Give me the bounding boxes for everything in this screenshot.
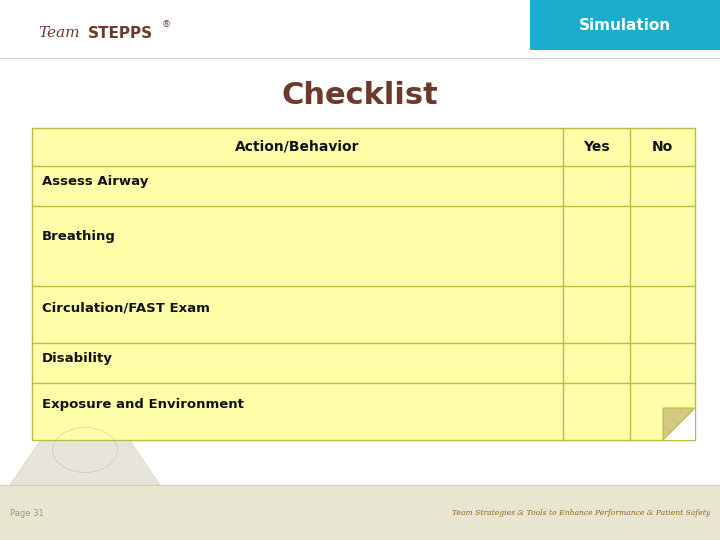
Text: Breathing: Breathing xyxy=(42,230,116,243)
Text: Exposure and Environment: Exposure and Environment xyxy=(42,398,244,411)
Text: Assess Airway: Assess Airway xyxy=(42,174,148,188)
Polygon shape xyxy=(663,408,695,440)
FancyBboxPatch shape xyxy=(530,0,720,50)
Text: Team: Team xyxy=(38,26,80,40)
Text: Team Strategies & Tools to Enhance Performance & Patient Safety: Team Strategies & Tools to Enhance Perfo… xyxy=(452,509,710,517)
Text: ®: ® xyxy=(162,21,171,30)
Text: Disability: Disability xyxy=(42,352,113,365)
Text: Simulation: Simulation xyxy=(579,17,671,32)
Text: Checklist: Checklist xyxy=(282,80,438,110)
Text: Yes: Yes xyxy=(583,140,610,154)
Polygon shape xyxy=(10,375,160,485)
FancyBboxPatch shape xyxy=(32,128,695,440)
Polygon shape xyxy=(663,408,695,440)
Text: No: No xyxy=(652,140,673,154)
Text: Circulation/FAST Exam: Circulation/FAST Exam xyxy=(42,301,210,314)
Text: STEPPS: STEPPS xyxy=(88,25,153,40)
Text: Page 31: Page 31 xyxy=(10,509,44,517)
FancyBboxPatch shape xyxy=(0,485,720,540)
Text: Action/Behavior: Action/Behavior xyxy=(235,140,360,154)
